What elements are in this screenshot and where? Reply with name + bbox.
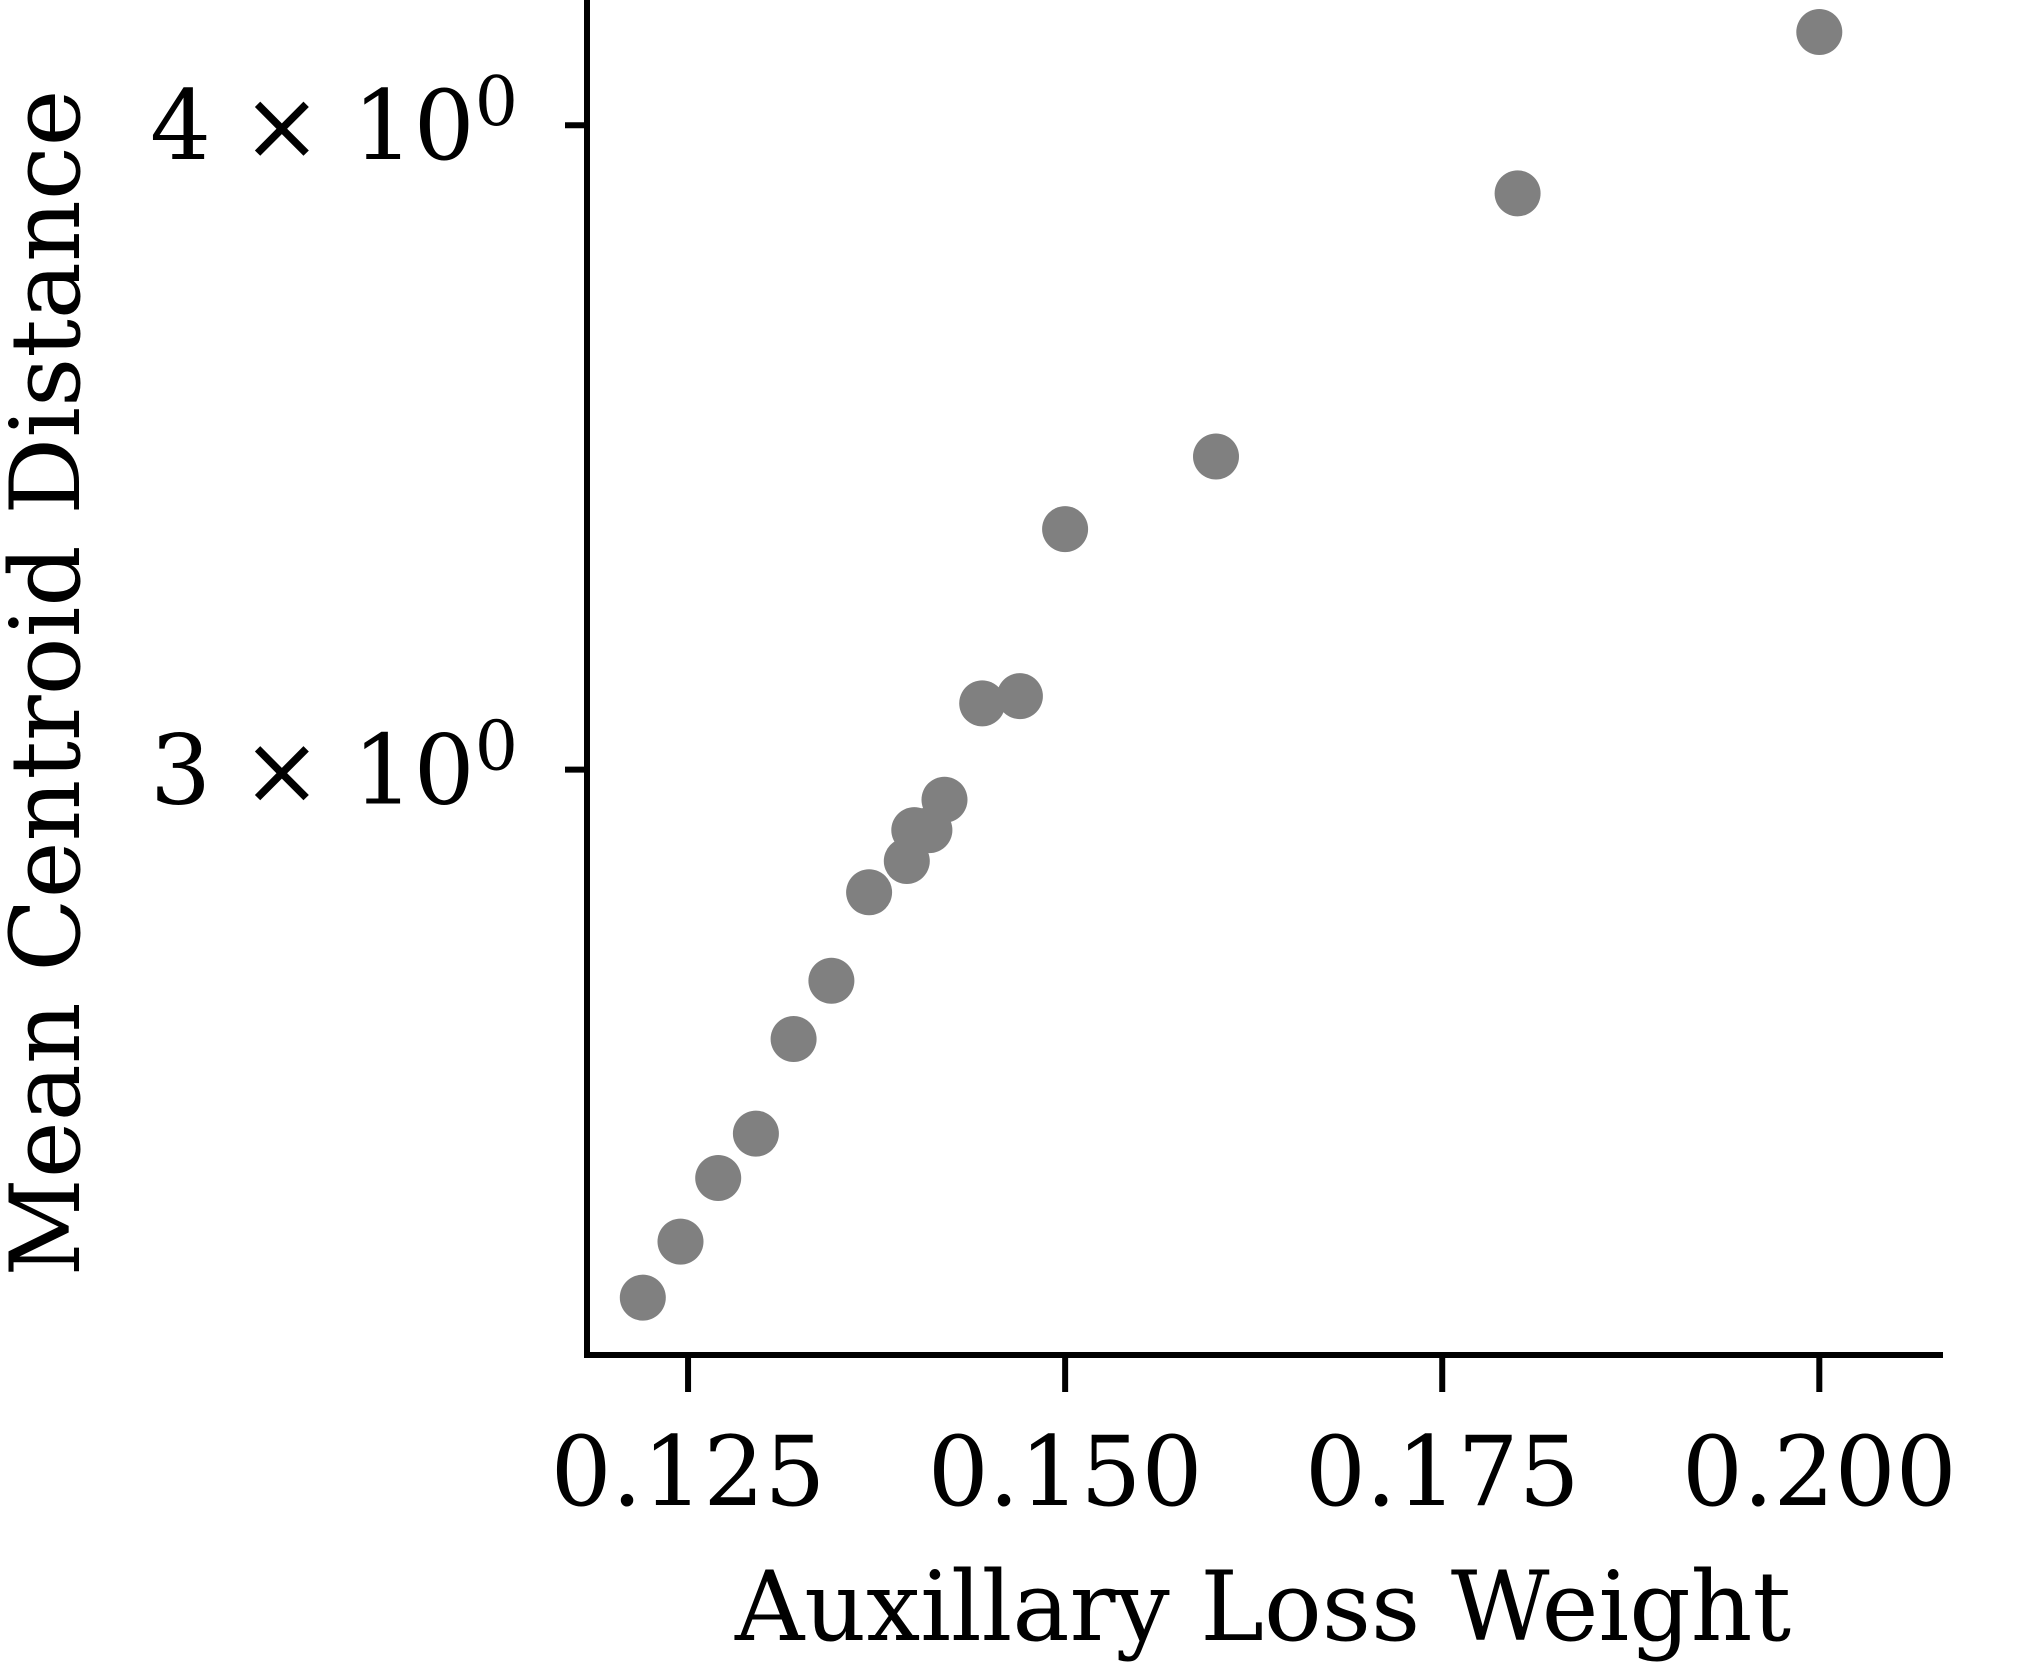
x-tick-label: 0.150 [928,1416,1203,1528]
scatter-point-3 [695,1155,742,1201]
x-tick-label: 0.125 [551,1416,826,1528]
scatter-point-5 [770,1016,817,1062]
scatter-point-12 [959,680,1006,727]
y-ticks-layer: 3 × 100 4 × 100 [150,63,587,827]
scatter-point-13 [996,673,1043,720]
scatter-point-1 [619,1274,666,1321]
x-ticks-layer: 0.125 0.150 0.175 0.200 [551,1355,1957,1528]
scatter-point-11 [921,776,968,823]
scatter-point-6 [808,957,855,1004]
scatter-point-16 [1494,170,1541,217]
axes-layer [584,0,1943,1358]
scatter-point-14 [1042,506,1089,553]
x-axis-label: Auxillary Loss Weight [734,1551,1791,1663]
x-tick-label: 0.200 [1682,1416,1957,1528]
scatter-point-4 [732,1110,779,1157]
scatter-point-2 [657,1218,704,1265]
x-tick-label: 0.175 [1305,1416,1580,1528]
scatter-point-7 [846,869,893,916]
scatter-point-17 [1796,9,1843,55]
y-axis-label: Mean Centroid Distance [0,90,102,1277]
y-tick-label: 3 × 100 [150,708,518,827]
scatter-point-15 [1193,433,1239,480]
y-tick-label: 4 × 100 [150,63,518,182]
points-layer [619,9,1843,1321]
